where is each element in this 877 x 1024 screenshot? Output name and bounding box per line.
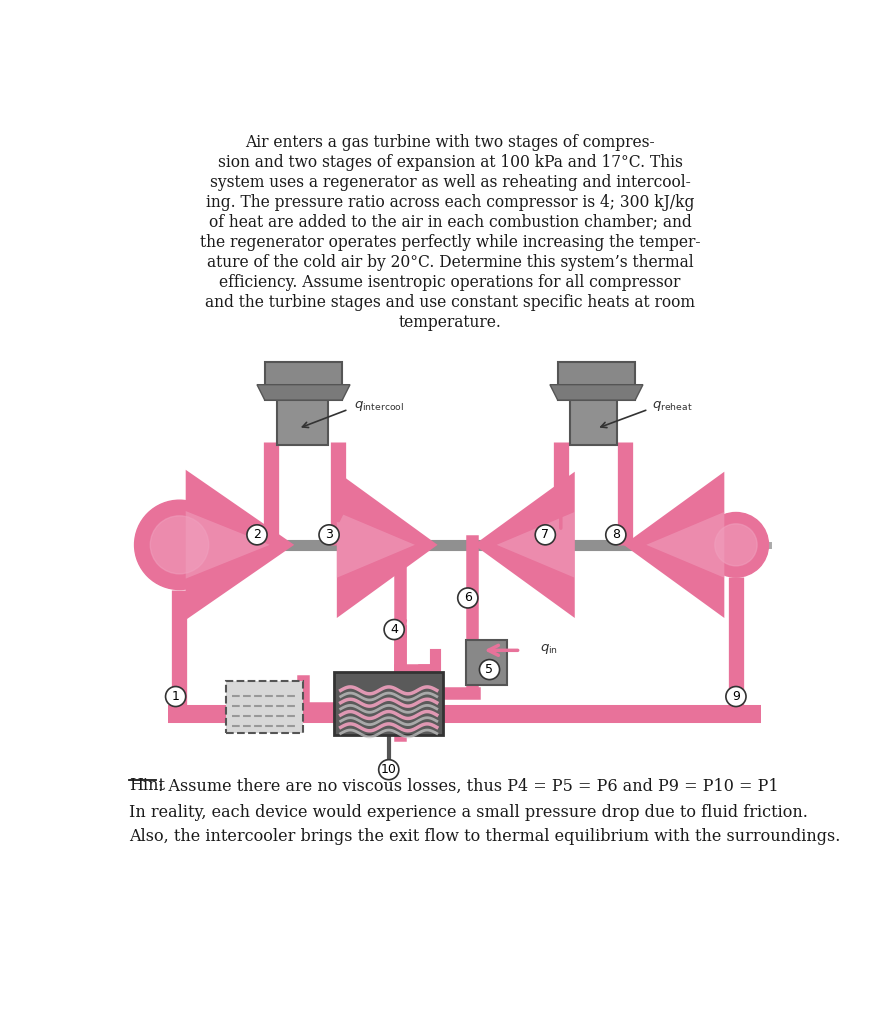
Circle shape — [457, 588, 477, 608]
FancyBboxPatch shape — [225, 681, 303, 733]
Text: 7: 7 — [541, 528, 549, 542]
Text: Hint: Hint — [129, 777, 165, 795]
Text: 4: 4 — [389, 623, 397, 636]
Text: and the turbine stages and use constant specific heats at room: and the turbine stages and use constant … — [204, 294, 695, 311]
Text: : Assume there are no viscous losses, thus P4 = P5 = P6 and P9 = P10 = P1: : Assume there are no viscous losses, th… — [158, 777, 778, 795]
Circle shape — [479, 659, 499, 680]
Polygon shape — [549, 385, 642, 400]
Text: In reality, each device would experience a small pressure drop due to fluid fric: In reality, each device would experience… — [129, 804, 807, 820]
Text: the regenerator operates perfectly while increasing the temper-: the regenerator operates perfectly while… — [199, 233, 700, 251]
Polygon shape — [186, 511, 269, 579]
FancyBboxPatch shape — [277, 382, 327, 444]
Circle shape — [318, 525, 339, 545]
Text: ature of the cold air by 20°C. Determine this system’s thermal: ature of the cold air by 20°C. Determine… — [206, 254, 693, 270]
FancyBboxPatch shape — [557, 361, 634, 400]
Circle shape — [605, 525, 625, 545]
Text: $q_\mathrm{reheat}$: $q_\mathrm{reheat}$ — [652, 399, 692, 414]
Circle shape — [383, 620, 403, 640]
Text: Air enters a gas turbine with two stages of compres-: Air enters a gas turbine with two stages… — [245, 134, 654, 151]
Text: temperature.: temperature. — [398, 313, 501, 331]
Circle shape — [535, 525, 555, 545]
Text: efficiency. Assume isentropic operations for all compressor: efficiency. Assume isentropic operations… — [219, 273, 680, 291]
Polygon shape — [474, 472, 574, 618]
Text: system uses a regenerator as well as reheating and intercool-: system uses a regenerator as well as reh… — [210, 174, 689, 190]
Polygon shape — [645, 512, 724, 578]
Polygon shape — [496, 512, 574, 578]
Text: ing. The pressure ratio across each compressor is 4; 300 kJ/kg: ing. The pressure ratio across each comp… — [205, 194, 694, 211]
Circle shape — [150, 516, 209, 573]
Text: 8: 8 — [611, 528, 619, 542]
Circle shape — [246, 525, 267, 545]
Polygon shape — [337, 472, 437, 618]
Circle shape — [702, 512, 767, 578]
Text: 6: 6 — [463, 592, 471, 604]
Text: $q_\mathrm{intercool}$: $q_\mathrm{intercool}$ — [353, 399, 403, 414]
Text: 9: 9 — [731, 690, 739, 703]
Text: $q_\mathrm{in}$: $q_\mathrm{in}$ — [539, 642, 558, 655]
Text: Also, the intercooler brings the exit flow to thermal equilibrium with the surro: Also, the intercooler brings the exit fl… — [129, 828, 839, 845]
Text: 1: 1 — [172, 690, 180, 703]
Text: 2: 2 — [253, 528, 260, 542]
Circle shape — [378, 760, 398, 779]
Polygon shape — [337, 512, 415, 578]
Circle shape — [134, 500, 225, 590]
Text: of heat are added to the air in each combustion chamber; and: of heat are added to the air in each com… — [209, 214, 690, 230]
Polygon shape — [623, 472, 724, 618]
Circle shape — [166, 686, 186, 707]
Polygon shape — [186, 470, 294, 620]
FancyBboxPatch shape — [466, 640, 506, 685]
Text: 10: 10 — [381, 763, 396, 776]
Circle shape — [725, 686, 745, 707]
Text: 5: 5 — [485, 664, 493, 676]
Circle shape — [714, 524, 756, 566]
FancyBboxPatch shape — [569, 382, 616, 444]
Text: sion and two stages of expansion at 100 kPa and 17°C. This: sion and two stages of expansion at 100 … — [217, 154, 681, 171]
FancyBboxPatch shape — [334, 672, 443, 735]
Text: 3: 3 — [324, 528, 332, 542]
FancyBboxPatch shape — [265, 361, 342, 400]
Polygon shape — [257, 385, 350, 400]
